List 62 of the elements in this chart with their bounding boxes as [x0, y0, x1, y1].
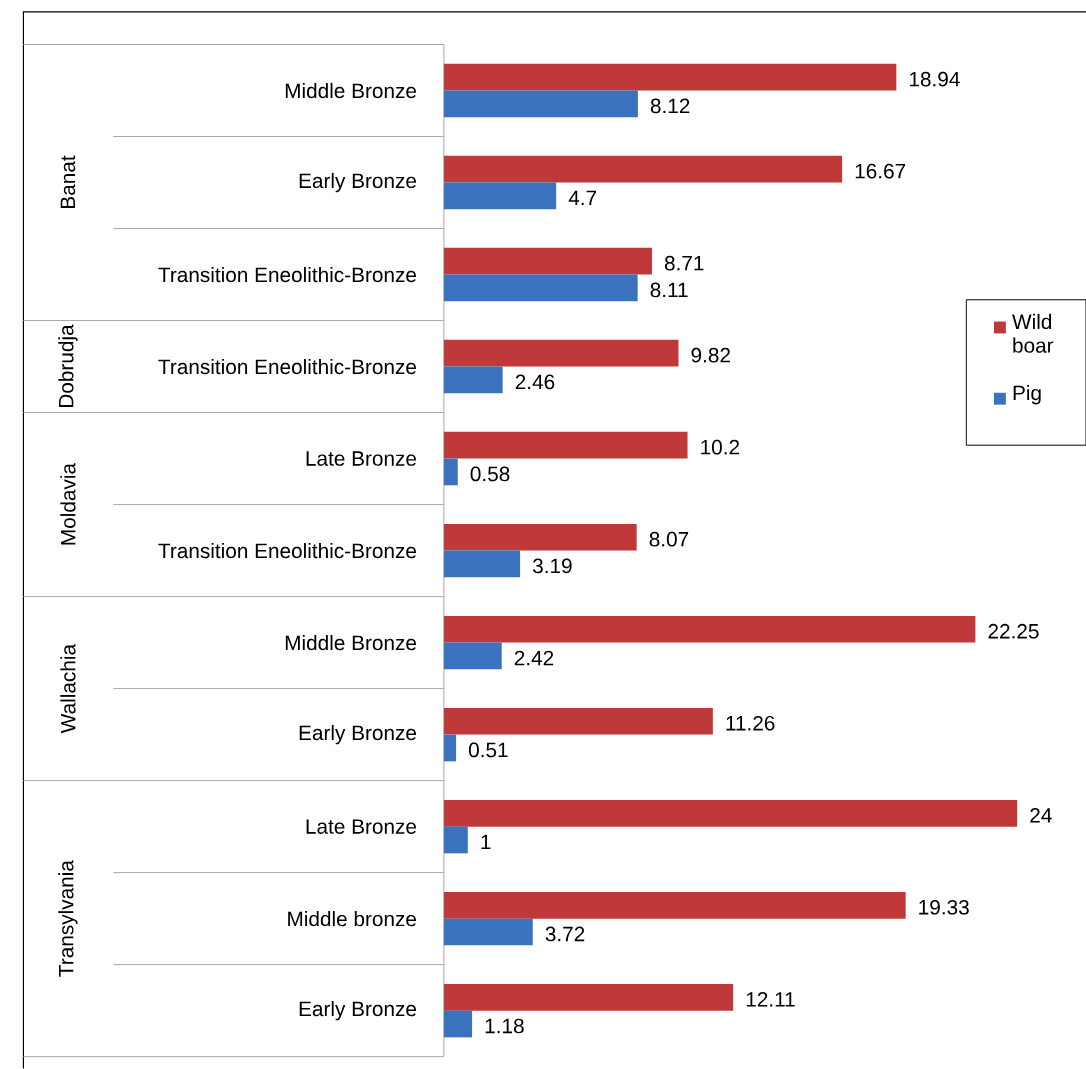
data-label: 8.11 — [650, 282, 688, 298]
bar — [443, 182, 557, 210]
bar — [443, 64, 897, 91]
bar — [443, 984, 734, 1011]
bar — [443, 366, 503, 394]
text: Transylvania — [58, 860, 78, 977]
data-label: 2.42 — [514, 650, 554, 666]
bar — [443, 826, 468, 854]
data-label: 0.58 — [470, 466, 510, 482]
data-label: 8.12 — [650, 98, 690, 114]
data-label: 1.18 — [485, 1018, 524, 1034]
data-label: 16.67 — [855, 164, 906, 179]
data-label: 2.46 — [515, 374, 555, 390]
y-tick-label: Early Bronze — [299, 173, 417, 193]
text: Wallachia — [60, 644, 76, 734]
data-label: 11.26 — [726, 716, 775, 731]
text: Dobrudja — [58, 324, 78, 408]
bar — [443, 1010, 473, 1038]
bar — [443, 340, 679, 367]
y-tick-label: Early Bronze — [299, 1001, 417, 1021]
bar — [443, 274, 638, 302]
data-label: 10.2 — [701, 440, 740, 455]
y-tick-label: Middle Bronze — [285, 83, 417, 99]
legend-label: Pig — [1013, 385, 1041, 405]
bar — [443, 156, 843, 183]
bar — [443, 918, 533, 946]
bar — [443, 892, 906, 919]
bar — [443, 524, 637, 551]
data-label: 3.19 — [532, 558, 572, 574]
y-tick-label: Middle Bronze — [285, 635, 417, 651]
bar — [443, 90, 638, 118]
data-label: 19.33 — [919, 900, 969, 915]
bar — [443, 616, 976, 643]
data-label: 3.72 — [545, 926, 585, 942]
bar — [443, 458, 458, 486]
bar — [443, 800, 1018, 827]
y-tick-label: Early Bronze — [299, 725, 417, 745]
data-label: 24 — [1030, 808, 1052, 823]
data-label: 12.11 — [746, 992, 795, 1007]
bar — [443, 550, 521, 578]
text: Moldavia — [60, 463, 76, 545]
data-label: 4.7 — [568, 190, 597, 206]
legend-label: Wild boar — [1012, 314, 1054, 354]
y-tick-label: Transition Eneolithic-Bronze — [158, 267, 417, 283]
y-tick-label: Transition Eneolithic-Bronze — [158, 359, 417, 375]
y-tick-label: Transition Eneolithic-Bronze — [158, 543, 417, 559]
data-label: 22.25 — [988, 624, 1039, 639]
data-label: 0.51 — [468, 742, 508, 758]
data-label: 18.94 — [909, 72, 960, 87]
data-label: 8.07 — [649, 532, 689, 547]
bar — [443, 432, 688, 459]
data-label: 8.71 — [664, 256, 704, 271]
bar — [443, 248, 652, 275]
data-label: 1 — [481, 835, 491, 850]
bar — [443, 734, 457, 762]
bar — [443, 708, 713, 735]
y-tick-label: Middle bronze — [288, 911, 417, 927]
bar — [443, 642, 502, 670]
data-label: 9.82 — [691, 348, 730, 363]
text: Banat — [60, 155, 76, 209]
y-tick-label: Late Bronze — [306, 451, 417, 467]
y-tick-label: Late Bronze — [306, 819, 417, 835]
